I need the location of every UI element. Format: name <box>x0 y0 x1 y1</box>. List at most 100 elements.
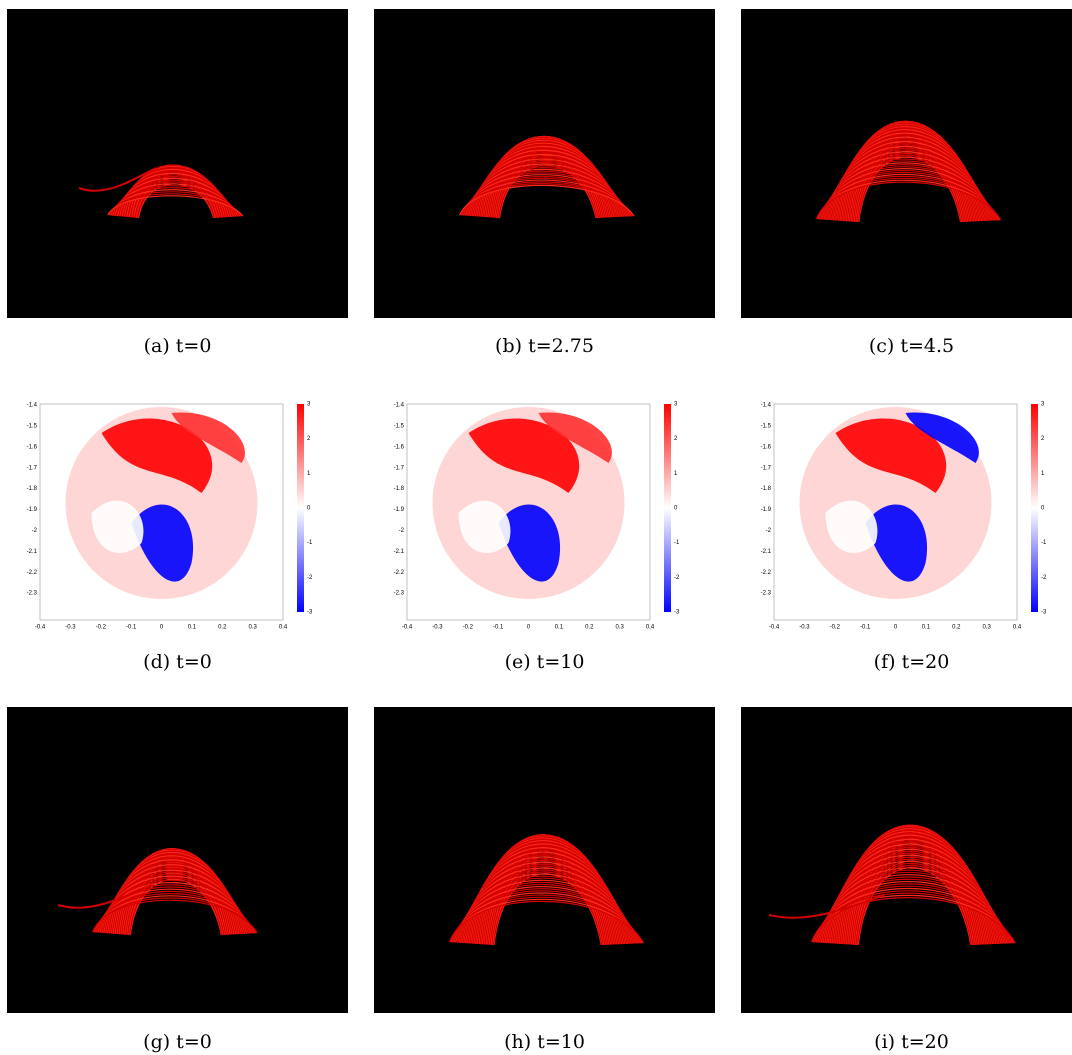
colorbar-tick-label: 0 <box>307 506 311 512</box>
x-tick-label: 0.3 <box>615 625 624 631</box>
image-background <box>741 707 1072 1013</box>
x-tick-label: -0.1 <box>126 625 137 631</box>
x-tick-label: -0.2 <box>830 625 841 631</box>
y-tick-label: -1.8 <box>394 486 405 492</box>
y-tick-label: -1.8 <box>761 486 772 492</box>
y-tick-label: -2.2 <box>761 570 772 576</box>
colorbar-tick-label: -1 <box>307 540 313 546</box>
y-tick-label: -2.3 <box>394 591 405 597</box>
figure: (a) t=0(b) t=2.75(c) t=4.5-1.4-1.5-1.6-1… <box>0 0 1072 1055</box>
fieldline-image <box>741 9 1072 318</box>
x-tick-label: 0.2 <box>585 625 594 631</box>
colorbar <box>1031 404 1038 612</box>
y-tick-label: -2.1 <box>761 549 772 555</box>
y-tick-label: -1.4 <box>394 403 405 409</box>
x-tick-label: -0.3 <box>65 625 76 631</box>
fieldline-image <box>374 707 715 1013</box>
colorbar-tick-label: 0 <box>674 506 678 512</box>
x-tick-label: -0.1 <box>493 625 504 631</box>
x-tick-label: 0 <box>894 625 898 631</box>
colorbar-tick-label: -2 <box>307 575 313 581</box>
x-tick-label: -0.4 <box>35 625 46 631</box>
colorbar-tick-label: 1 <box>1041 471 1045 477</box>
colorbar <box>297 404 304 612</box>
y-tick-label: -2.2 <box>27 570 38 576</box>
fieldline-image <box>741 707 1072 1013</box>
panel-caption: (d) t=0 <box>143 651 212 673</box>
panel-caption: (h) t=10 <box>504 1031 585 1053</box>
y-tick-label: -1.5 <box>27 423 38 429</box>
colorbar-tick-label: 3 <box>674 402 678 408</box>
colorbar-tick-label: -3 <box>307 610 313 616</box>
colorbar-tick-label: -2 <box>674 575 680 581</box>
panel-caption: (g) t=0 <box>143 1031 212 1053</box>
y-tick-label: -2 <box>32 528 38 534</box>
x-tick-label: -0.3 <box>799 625 810 631</box>
colorbar-tick-label: 1 <box>674 471 678 477</box>
y-tick-label: -1.8 <box>27 486 38 492</box>
colorbar-tick-label: -1 <box>1041 540 1047 546</box>
y-tick-label: -1.9 <box>761 507 772 513</box>
y-tick-label: -1.4 <box>27 403 38 409</box>
colorbar <box>664 404 671 612</box>
panel-caption: (f) t=20 <box>874 651 950 673</box>
x-tick-label: 0.2 <box>952 625 961 631</box>
colorbar-tick-label: 2 <box>1041 436 1045 442</box>
colorbar-tick-label: 2 <box>674 436 678 442</box>
y-tick-label: -1.5 <box>394 423 405 429</box>
x-tick-label: 0 <box>160 625 164 631</box>
x-tick-label: 0.4 <box>1013 625 1022 631</box>
panel-caption: (i) t=20 <box>874 1031 949 1053</box>
heatmap: -1.4-1.5-1.6-1.7-1.8-1.9-2-2.1-2.2-2.3-0… <box>394 402 680 631</box>
panel-caption: (e) t=10 <box>505 651 585 673</box>
x-tick-label: -0.4 <box>402 625 413 631</box>
image-background <box>741 9 1072 318</box>
y-tick-label: -2.1 <box>27 549 38 555</box>
x-tick-label: 0.1 <box>555 625 564 631</box>
colorbar-tick-label: -3 <box>1041 610 1047 616</box>
y-tick-label: -2 <box>399 528 405 534</box>
y-tick-label: -1.7 <box>27 465 38 471</box>
heatmap: -1.4-1.5-1.6-1.7-1.8-1.9-2-2.1-2.2-2.3-0… <box>27 402 313 631</box>
image-background <box>7 9 348 318</box>
panel-caption: (c) t=4.5 <box>869 335 954 357</box>
colorbar-tick-label: 1 <box>307 471 311 477</box>
page: (a) t=0(b) t=2.75(c) t=4.5-1.4-1.5-1.6-1… <box>0 0 1072 1055</box>
x-tick-label: -0.3 <box>432 625 443 631</box>
y-tick-label: -1.5 <box>761 423 772 429</box>
y-tick-label: -2.1 <box>394 549 405 555</box>
x-tick-label: 0.4 <box>279 625 288 631</box>
x-tick-label: 0.2 <box>218 625 227 631</box>
fieldline-image <box>374 9 715 318</box>
y-tick-label: -1.4 <box>761 403 772 409</box>
colorbar-tick-label: -2 <box>1041 575 1047 581</box>
x-tick-label: 0.1 <box>922 625 931 631</box>
panel-caption: (a) t=0 <box>144 335 212 357</box>
y-tick-label: -1.6 <box>394 444 405 450</box>
x-tick-label: -0.2 <box>463 625 474 631</box>
colorbar-tick-label: 0 <box>1041 506 1045 512</box>
x-tick-label: 0.4 <box>646 625 655 631</box>
y-tick-label: -2.3 <box>761 591 772 597</box>
y-tick-label: -1.7 <box>761 465 772 471</box>
panel-caption: (b) t=2.75 <box>495 335 594 357</box>
x-tick-label: -0.4 <box>769 625 780 631</box>
heatmap: -1.4 -1.5 -1.6 -1.7 -1.8 -1.9 -2 -2.1 -2.2 -2.3 -0… <box>761 402 1047 631</box>
y-tick-label: -1.9 <box>394 507 405 513</box>
colorbar-tick-label: 3 <box>1041 402 1045 408</box>
colorbar-tick-label: 3 <box>307 402 311 408</box>
x-tick-label: 0.3 <box>248 625 257 631</box>
fieldline-image <box>7 707 348 1013</box>
y-tick-label: -1.6 <box>761 444 772 450</box>
colorbar-tick-label: 2 <box>307 436 311 442</box>
y-tick-label: -2 <box>766 528 772 534</box>
y-tick-label: -2.3 <box>27 591 38 597</box>
x-tick-label: 0.3 <box>982 625 991 631</box>
x-tick-label: 0 <box>527 625 531 631</box>
fieldline-image <box>7 9 348 318</box>
colorbar-tick-label: -1 <box>674 540 680 546</box>
x-tick-label: -0.2 <box>96 625 107 631</box>
x-tick-label: 0.1 <box>188 625 197 631</box>
y-tick-label: -1.6 <box>27 444 38 450</box>
y-tick-label: -2.2 <box>394 570 405 576</box>
